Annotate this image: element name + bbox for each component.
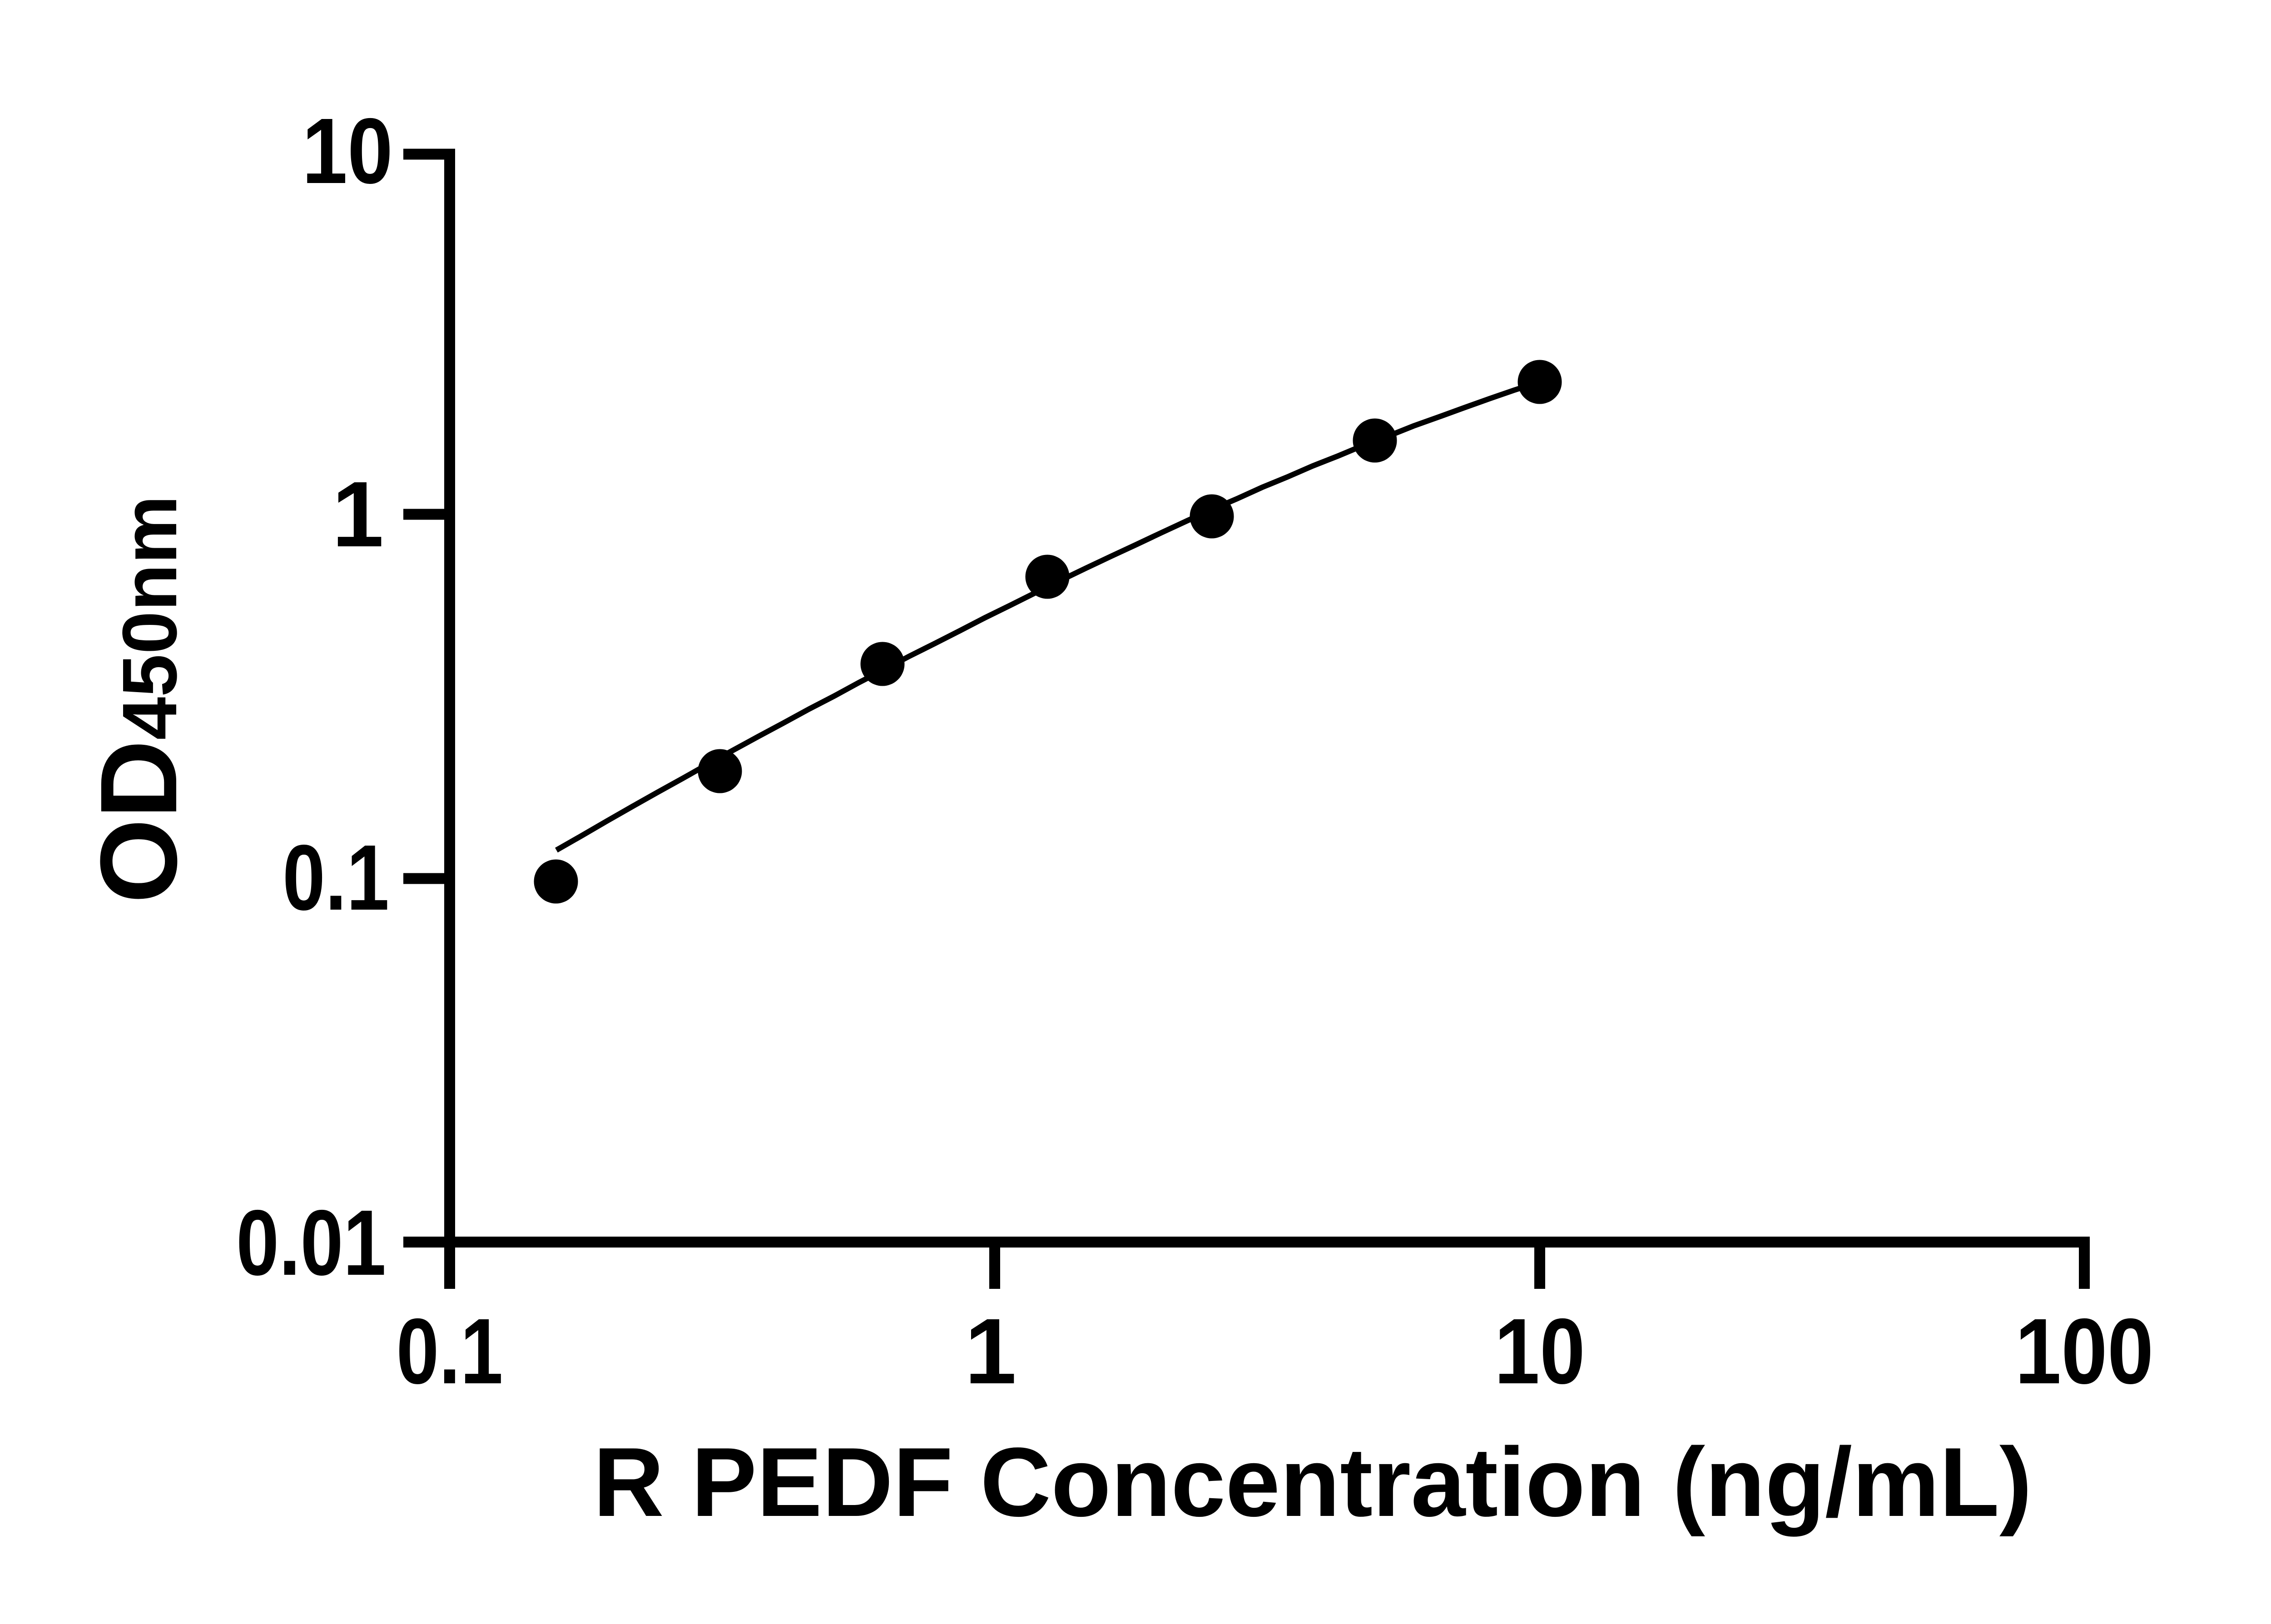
svg-text:0.1: 0.1: [397, 1299, 503, 1403]
svg-text:0.01: 0.01: [236, 1191, 386, 1295]
svg-text:10: 10: [302, 99, 393, 203]
svg-text:R PEDF Concentration (ng/mL): R PEDF Concentration (ng/mL): [593, 1427, 2032, 1537]
svg-text:1: 1: [332, 462, 384, 566]
svg-text:0.1: 0.1: [283, 826, 389, 930]
svg-text:10: 10: [1494, 1299, 1585, 1403]
svg-text:1: 1: [965, 1299, 1016, 1403]
svg-text:OD450nm: OD450nm: [78, 495, 199, 904]
svg-text:100: 100: [2015, 1299, 2154, 1403]
